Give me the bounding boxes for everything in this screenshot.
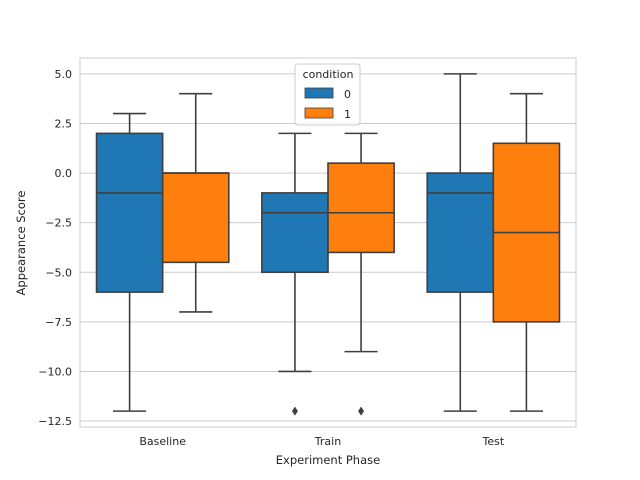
y-tick-label-7: −12.5	[38, 415, 72, 428]
x-tick-label-test: Test	[481, 435, 504, 448]
box-series-1-train	[327, 132, 395, 416]
x-tick-label-baseline: Baseline	[139, 435, 186, 448]
box-body	[426, 172, 495, 293]
box-series-0-baseline	[95, 112, 164, 412]
box-series-0-train	[261, 132, 329, 416]
outlier-point-0	[358, 406, 365, 416]
y-tick-label-2: 0.0	[55, 167, 73, 180]
legend-swatch-1	[304, 107, 334, 119]
y-tick-label-0: 5.0	[55, 68, 73, 81]
box-body	[161, 172, 230, 264]
legend: condition 0 1	[294, 63, 361, 126]
box-series-1-test	[492, 92, 561, 412]
boxes	[95, 73, 561, 416]
y-tick-label-4: −5.0	[45, 266, 72, 279]
legend-title: condition	[303, 68, 354, 81]
y-tick-label-3: −2.5	[45, 217, 72, 230]
box-body	[95, 132, 164, 293]
y-tick-label-6: −10.0	[38, 365, 72, 378]
y-tick-labels: 5.0 2.5 0.0 −2.5 −5.0 −7.5 −10.0 −12.5	[38, 68, 72, 428]
y-tick-label-5: −7.5	[45, 316, 72, 329]
y-axis-label: Appearance Score	[14, 191, 28, 296]
x-axis-label: Experiment Phase	[276, 453, 380, 467]
plot-area-frame	[79, 57, 577, 428]
x-tick-labels: Baseline Train Test	[139, 435, 504, 448]
box-body	[261, 192, 329, 274]
legend-label-0: 0	[344, 88, 351, 101]
y-tick-label-1: 2.5	[55, 117, 73, 130]
box-series-1-baseline	[161, 92, 230, 313]
legend-swatch-0	[304, 87, 334, 99]
x-tick-label-train: Train	[314, 435, 341, 448]
legend-label-1: 1	[344, 108, 351, 121]
outlier-point-0	[291, 406, 298, 416]
box-body	[327, 162, 395, 254]
